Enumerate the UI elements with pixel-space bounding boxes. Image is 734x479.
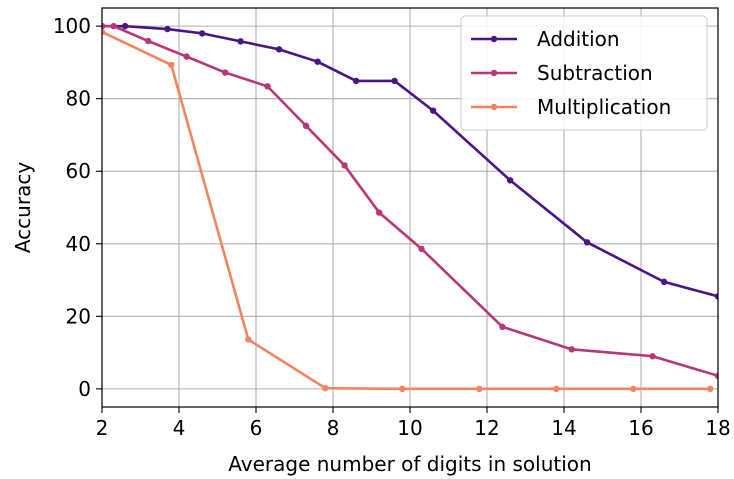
legend-item-subtraction: Subtraction (471, 61, 653, 85)
data-point-addition (714, 293, 718, 300)
y-tick-label: 80 (66, 87, 91, 111)
data-point-subtraction (302, 122, 310, 130)
y-tick-label: 60 (66, 159, 91, 183)
data-point-addition (352, 77, 360, 85)
data-point-subtraction (110, 22, 117, 30)
data-point-addition (391, 77, 398, 85)
x-tick-label: 2 (96, 416, 109, 440)
data-point-multiplication (245, 336, 252, 343)
data-point-subtraction (376, 209, 383, 216)
series-subtraction (102, 22, 718, 380)
data-point-subtraction (568, 346, 575, 353)
y-tick-label: 40 (66, 232, 91, 256)
legend-item-multiplication: Multiplication (471, 95, 671, 119)
data-point-multiplication (476, 385, 483, 393)
y-tick-label: 100 (53, 14, 91, 38)
legend-label-subtraction: Subtraction (537, 61, 653, 85)
y-tick-label: 0 (78, 377, 91, 401)
series-multiplication (102, 28, 714, 393)
data-point-subtraction (145, 37, 152, 45)
data-point-multiplication (322, 384, 329, 392)
series-line-subtraction (102, 24, 718, 378)
data-point-multiplication (168, 61, 175, 69)
y-axis-label: Accuracy (11, 162, 35, 253)
series-line-addition (102, 24, 718, 298)
series-clip-group (102, 22, 718, 393)
legend-marker-multiplication (490, 103, 498, 111)
series-layer (102, 22, 718, 393)
data-point-subtraction (714, 372, 718, 380)
x-axis-label: Average number of digits in solution (228, 452, 591, 476)
legend-marker-addition (490, 35, 498, 43)
data-point-multiplication (553, 385, 560, 393)
legend-item-addition: Addition (471, 27, 620, 51)
data-point-addition (164, 25, 171, 33)
data-point-addition (198, 30, 206, 37)
data-point-subtraction (649, 353, 656, 360)
data-point-addition (275, 46, 283, 53)
data-point-addition (506, 177, 514, 184)
data-point-multiplication (399, 385, 406, 393)
data-point-subtraction (222, 69, 229, 76)
data-point-addition (237, 38, 244, 45)
data-point-subtraction (264, 83, 271, 90)
legend-label-addition: Addition (537, 27, 620, 51)
data-point-addition (314, 58, 321, 65)
data-point-addition (121, 22, 129, 30)
y-tick-label: 20 (66, 304, 91, 328)
data-point-subtraction (102, 22, 106, 30)
data-point-addition (583, 239, 591, 246)
x-tick-label: 18 (705, 416, 730, 440)
series-addition (102, 22, 718, 300)
data-point-multiplication (102, 28, 106, 36)
x-tick-label: 12 (474, 416, 499, 440)
x-tick-label: 6 (250, 416, 263, 440)
data-point-subtraction (183, 53, 190, 60)
x-tick-label: 14 (551, 416, 576, 440)
data-point-subtraction (499, 323, 506, 331)
legend-marker-subtraction (490, 69, 498, 77)
data-point-addition (660, 278, 668, 286)
data-point-multiplication (707, 385, 714, 393)
legend-box (460, 15, 708, 131)
axis-ticks: 2 4 6 8 10 12 14 16 18 0 20 40 60 80 100 (53, 14, 731, 440)
x-tick-label: 16 (628, 416, 653, 440)
x-tick-label: 4 (173, 416, 186, 440)
x-tick-label: 10 (397, 416, 422, 440)
data-point-multiplication (630, 385, 637, 393)
data-point-subtraction (341, 162, 348, 169)
data-point-addition (429, 107, 437, 114)
legend: Addition Subtraction Multiplication (460, 15, 708, 131)
data-point-subtraction (418, 245, 425, 253)
x-tick-label: 8 (327, 416, 340, 440)
legend-label-multiplication: Multiplication (537, 95, 671, 119)
